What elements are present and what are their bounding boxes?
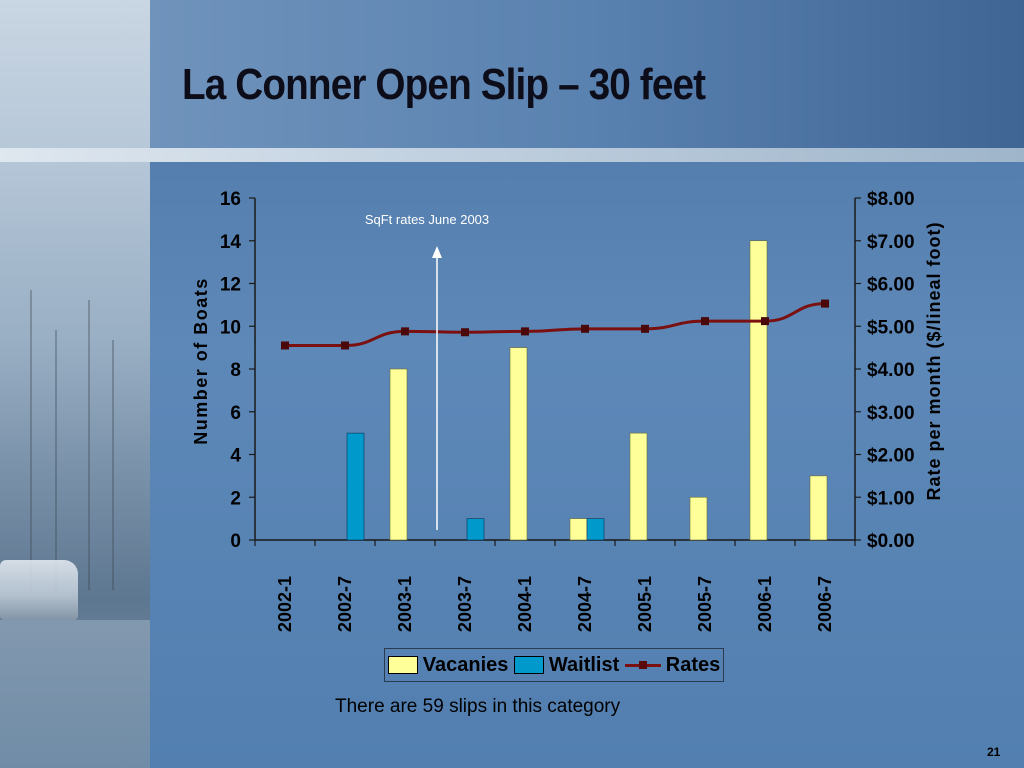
y-axis-title: Number of Boats [191,277,211,445]
legend-label-rates: Rates [665,653,721,676]
legend-label-waitlist: Waitlist [548,653,620,676]
x-tick-label: 2006-7 [815,576,835,632]
x-tick-label: 2004-1 [515,576,535,632]
legend-swatch-vacancies [387,656,418,674]
legend-item-vacancies: Vacanies [387,653,509,677]
y-tick-label: 2 [230,488,241,509]
x-tick-label: 2002-1 [275,576,295,632]
annotation-label: SqFt rates June 2003 [365,212,489,227]
y2-tick-label: $4.00 [867,360,915,381]
y-tick-label: 0 [230,531,241,552]
bar-vacancies-2006-1 [749,240,768,541]
y2-tick-label: $1.00 [867,488,915,509]
bar-vacancies-2004-7 [569,518,588,541]
y2-tick-label: $6.00 [867,275,915,296]
header-background [150,0,1024,150]
rate-marker-2002-1 [281,341,289,350]
y-tick-label: 10 [220,317,241,338]
rate-marker-2004-1 [521,327,529,336]
chart-legend: Vacanies Waitlist Rates [384,648,724,682]
chart-area: 0 2 4 6 8 10 12 14 16 $0.00 $1.00 $2.00 $3.00 $4.00 $5… [150,160,1024,768]
bar-vacancies-2005-1 [629,432,648,541]
x-tick-label: 2004-7 [575,576,595,632]
x-tick-label: 2006-1 [755,576,775,632]
page-number: 21 [987,745,1001,759]
title-divider [0,148,1024,162]
y-tick-label: 16 [220,189,241,210]
y-tick-label: 8 [230,360,241,381]
combo-chart: 0 2 4 6 8 10 12 14 16 $0.00 $1.00 $2.00 $3.00 $4.00 $5… [191,189,944,632]
bar-vacancies-2005-7 [689,496,708,541]
legend-item-waitlist: Waitlist [513,653,620,677]
legend-item-rates: Rates [624,653,721,677]
rates-line [285,302,826,347]
legend-swatch-rates [624,657,661,673]
slip-count-note: There are 59 slips in this category [335,696,621,717]
y2-tick-label: $8.00 [867,189,915,210]
rate-marker-2004-7 [581,324,589,333]
bar-waitlist-2003-7 [466,518,485,541]
x-tick-label: 2003-1 [395,576,415,632]
x-tick-label: 2005-7 [695,576,715,632]
x-tick-label: 2005-1 [635,576,655,632]
x-tick-label: 2002-7 [335,576,355,632]
annotation-arrow-head [432,246,442,258]
rate-marker-2005-7 [701,317,709,326]
y-tick-label: 12 [220,275,241,296]
bar-vacancies-2003-1 [389,368,408,541]
legend-swatch-waitlist [513,656,544,674]
harbor-photo-strip [0,0,150,768]
bar-waitlist-2004-7 [586,518,605,541]
rate-marker-2003-7 [461,328,469,337]
y2-axis-title: Rate per month ($/lineal foot) [924,221,944,500]
bar-waitlist-2002-7 [346,432,365,541]
y-tick-label: 4 [230,446,241,467]
x-tick-label: 2003-7 [455,576,475,632]
y2-tick-label: $3.00 [867,403,915,424]
legend-label-vacancies: Vacanies [422,653,509,676]
y2-tick-label: $2.00 [867,446,915,467]
bar-vacancies-2006-7 [809,475,828,541]
rate-marker-2005-1 [641,324,649,333]
slide-title: La Conner Open Slip – 30 feet [182,60,706,109]
rate-marker-2003-1 [401,327,409,336]
y2-tick-label: $7.00 [867,232,915,253]
bar-vacancies-2004-1 [509,347,528,541]
rate-marker-2006-7 [821,299,829,308]
y-tick-label: 14 [220,232,242,253]
y2-tick-label: $5.00 [867,317,915,338]
y2-tick-label: $0.00 [867,531,915,552]
rate-marker-2006-1 [761,317,769,326]
rate-marker-2002-7 [341,341,349,350]
y-tick-label: 6 [230,403,241,424]
